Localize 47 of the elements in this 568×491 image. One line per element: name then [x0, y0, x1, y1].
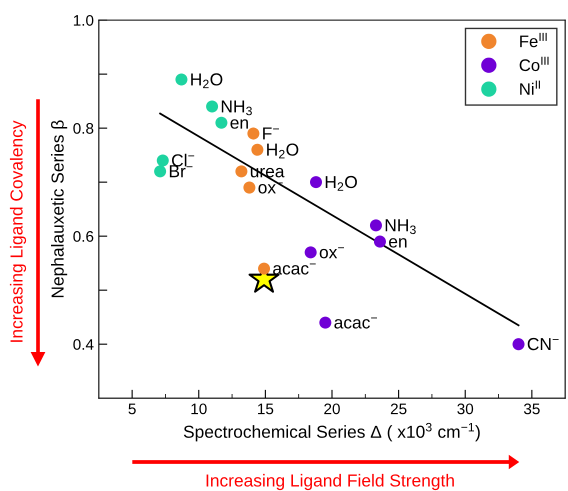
point: [243, 182, 256, 194]
legend-label: Co$^{III}$: [520, 56, 549, 72]
annotation: en: [230, 119, 248, 129]
point: [310, 176, 322, 188]
annotation: H$_{2}$O: [191, 73, 222, 88]
x-tick-label: 25: [390, 403, 406, 414]
annotation: F$^{−}$: [263, 127, 279, 140]
point: [156, 154, 169, 167]
annotation: ox$^{−}$: [320, 247, 344, 258]
annotation: acac$^{−}$: [273, 264, 316, 275]
x-tick-label: 10: [191, 403, 207, 414]
y-tick-label: 0.8: [73, 123, 94, 134]
x-axis-title: Spectrochemical Series Δ ( x10$^{3}$ cm$^{−1}$): [184, 422, 480, 442]
text: Increasing Ligand Field Strength: [206, 474, 454, 490]
point: [247, 128, 260, 140]
x-tick-label: 20: [324, 403, 340, 414]
point: [370, 219, 382, 232]
text: Increasing Ligand Covalency: [10, 120, 26, 342]
x-tick-label: 5: [128, 404, 136, 414]
x-tick-label: 30: [457, 403, 474, 414]
annotation: NH$_{3}$: [386, 219, 416, 234]
point: [258, 262, 270, 275]
y-axis-title: Nephalauxetic Series β: [50, 120, 68, 298]
legend-label: Ni$^{II}$: [520, 80, 540, 95]
annotation: acac$^{−}$: [334, 318, 378, 329]
x-tick-label: 35: [524, 403, 540, 414]
point: [512, 338, 525, 350]
y-tick-label: 0.6: [73, 231, 94, 242]
point: [215, 116, 228, 129]
point: [319, 316, 332, 329]
point: [304, 246, 317, 258]
point: [251, 144, 264, 156]
y-tick-label: 0.4: [73, 339, 94, 350]
annotation: Br$^{−}$: [170, 165, 192, 178]
annotation: H$_{2}$O: [326, 176, 357, 191]
point: [154, 165, 166, 178]
x-tick-label: 15: [258, 404, 274, 414]
annotation: H$_{2}$O: [267, 143, 298, 158]
legend-label: Fe$^{III}$: [520, 32, 547, 48]
annotation: CN$^{−}$: [528, 338, 559, 350]
point: [374, 236, 386, 248]
point: [235, 165, 248, 178]
y-tick-label: 1.0: [74, 15, 94, 26]
annotation: NH$_{3}$: [222, 100, 252, 116]
point: [206, 100, 218, 113]
point: [175, 74, 188, 86]
annotation: en: [389, 238, 406, 248]
